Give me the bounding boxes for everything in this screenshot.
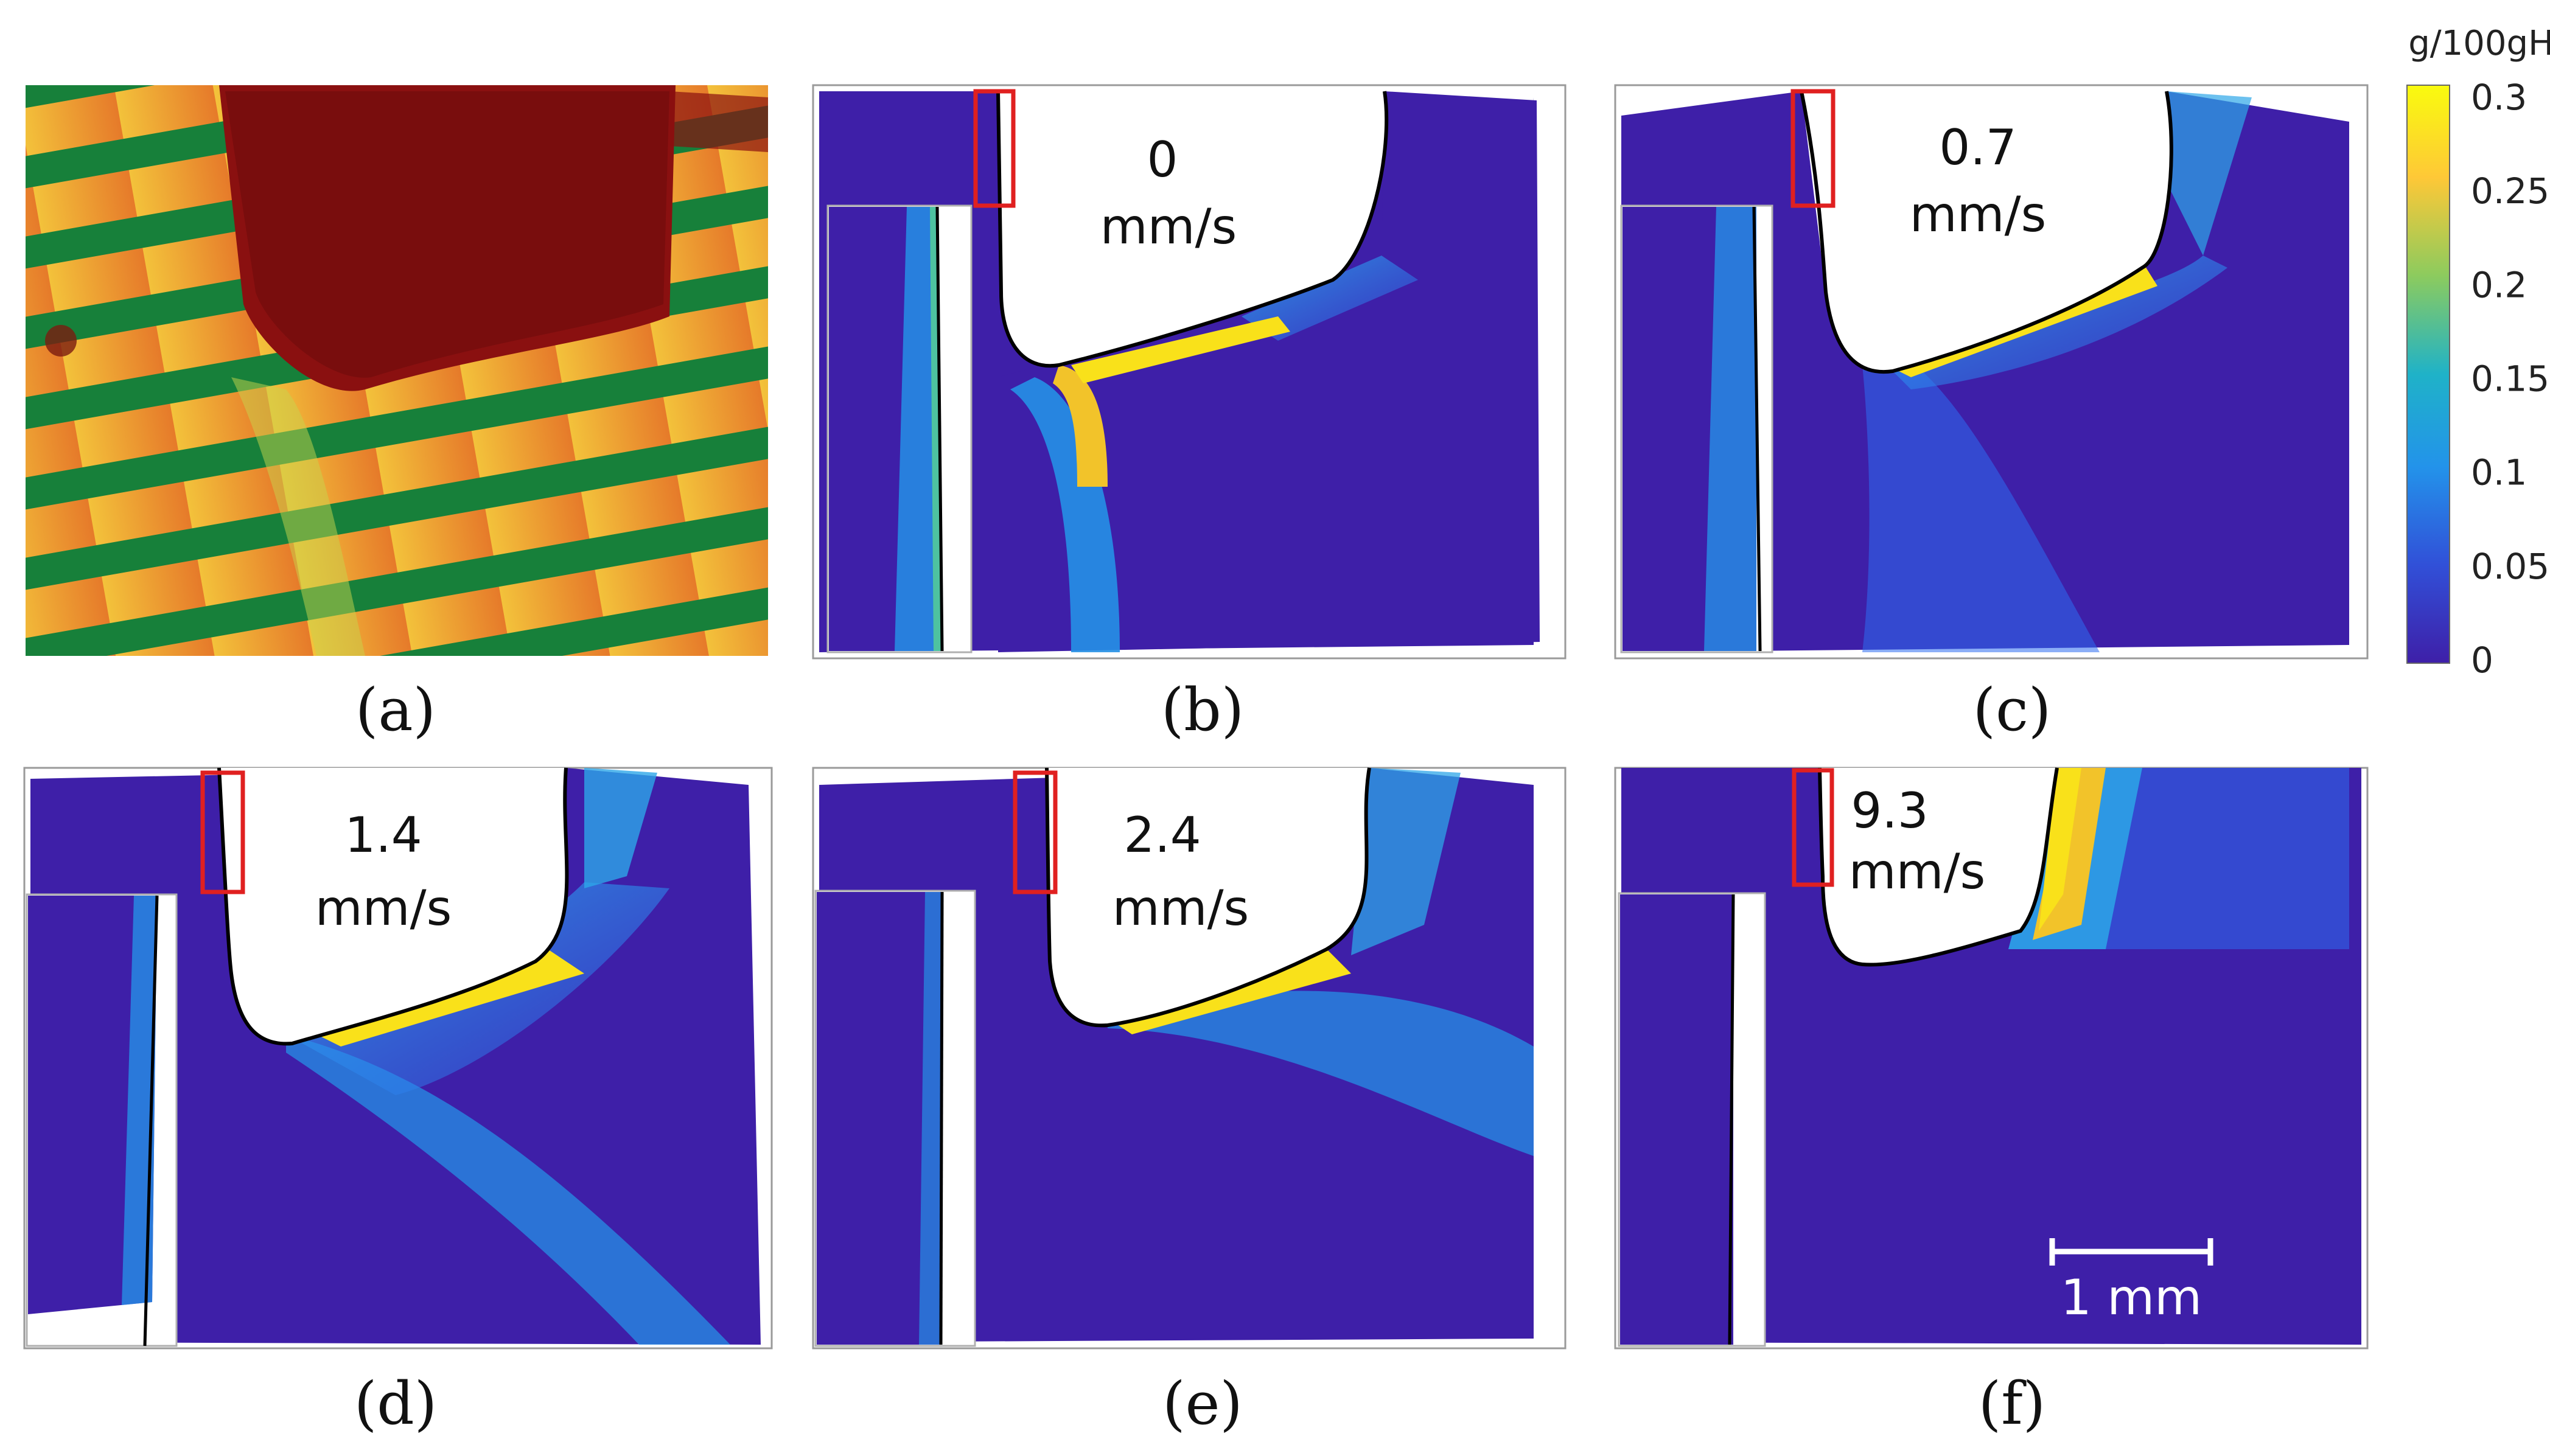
panel-e-highlight-box — [1013, 770, 1058, 894]
panel-f-speed-unit: mm/s — [1849, 843, 1986, 900]
colorbar-tick-label: 0.25 — [2471, 170, 2549, 212]
panel-d-highlight-box — [200, 770, 245, 894]
panel-b-speed-value: 0 — [1147, 131, 1178, 188]
panel-d-boundary — [217, 767, 569, 1046]
scale-bar: 1 mm — [2049, 1238, 2213, 1326]
panel-e-speed-unit: mm/s — [1113, 880, 1249, 936]
panel-a-photo — [26, 85, 768, 656]
panel-b-caption: (b) — [1161, 676, 1244, 744]
panel-b-pore — [998, 91, 1387, 366]
panel-c-highlight-box — [1790, 89, 1836, 208]
panel-d: 1.4 mm/s (d) — [23, 767, 773, 1438]
panel-d-caption: (d) — [354, 1370, 437, 1438]
panel-b-boundary — [996, 91, 1389, 368]
panel-c: 0.7 mm/s (c) — [1614, 84, 2369, 744]
panel-c-speed-unit: mm/s — [1910, 186, 2047, 243]
panel-f-highlight-box — [1792, 768, 1834, 887]
panel-d-speed-value: 1.4 — [344, 807, 422, 863]
panel-e-speed-value: 2.4 — [1123, 807, 1201, 863]
panel-b: 0 mm/s (b) — [812, 84, 1567, 744]
panel-e-caption: (e) — [1162, 1370, 1243, 1438]
panel-e-pore — [1047, 768, 1369, 1026]
panel-f-boundary — [1818, 767, 2059, 967]
panel-d-speed-unit: mm/s — [315, 880, 452, 936]
colorbar-tick-label: 0 — [2471, 639, 2493, 681]
panel-f-pore — [1820, 768, 2057, 965]
panel-f-caption: (f) — [1979, 1370, 2045, 1438]
colorbar-tick-label: 0.1 — [2471, 452, 2527, 493]
panel-c-speed-value: 0.7 — [1939, 119, 2016, 176]
panel-f: 9.3 mm/s 1 mm (f) — [1614, 767, 2369, 1438]
colorbar-tick-label: 0.2 — [2471, 264, 2527, 305]
colorbar-tick-label: 0.15 — [2471, 358, 2549, 400]
colorbar-unit: g/100gH₂O — [2408, 24, 2550, 63]
panel-a: (a) — [26, 85, 768, 744]
panel-b-speed-unit: mm/s — [1100, 198, 1237, 255]
colorbar-ticks: 0.3 0.25 0.2 0.15 0.1 0.05 0 — [2471, 77, 2549, 681]
colorbar: g/100gH₂O 0.3 0.25 0.2 0.15 0.1 0.05 0 — [2406, 24, 2550, 681]
panel-e: 2.4 mm/s (e) — [812, 767, 1567, 1438]
panel-f-speed-value: 9.3 — [1851, 782, 1928, 839]
panel-c-caption: (c) — [1973, 676, 2052, 744]
colorbar-tick-label: 0.05 — [2471, 546, 2549, 587]
panel-a-caption: (a) — [355, 676, 436, 744]
panel-e-boundary — [1045, 767, 1371, 1028]
scale-bar-label: 1 mm — [2061, 1269, 2202, 1326]
colorbar-gradient — [2406, 85, 2450, 664]
panel-b-highlight-box — [973, 89, 1016, 208]
colorbar-tick-label: 0.3 — [2471, 77, 2527, 118]
panel-c-boundary — [1800, 91, 2173, 374]
panel-d-pore — [219, 768, 567, 1044]
